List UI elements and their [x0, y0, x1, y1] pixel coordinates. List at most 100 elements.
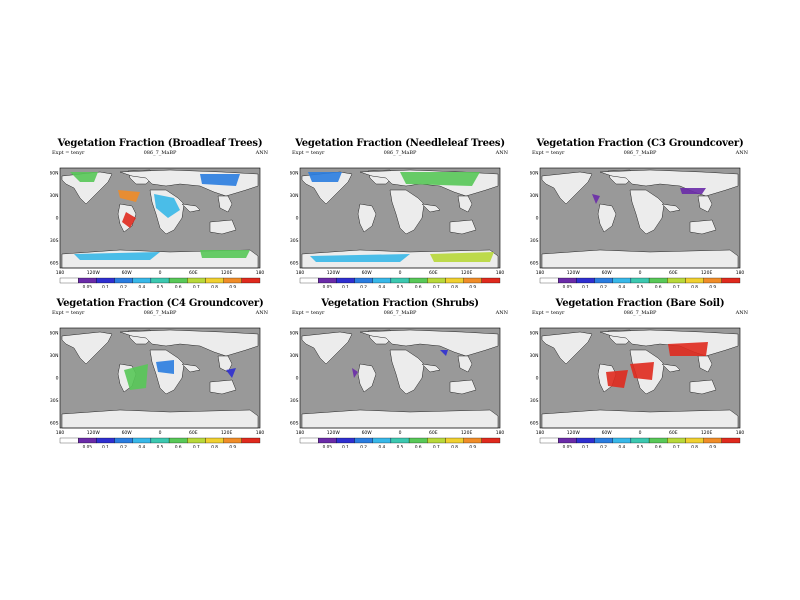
- lon-tick-label: 180: [56, 430, 65, 436]
- colorbar-segment: [685, 277, 704, 284]
- lat-tick-label: 30S: [290, 398, 299, 404]
- vegetation-cell: [70, 172, 98, 182]
- lon-tick-label: 60E: [429, 430, 438, 436]
- colorbar-tick-label: 0.7: [673, 445, 680, 449]
- lon-tick-label: 60E: [189, 270, 198, 276]
- colorbar-segment: [168, 437, 188, 444]
- colorbar-tick-label: 0.2: [600, 285, 607, 289]
- colorbar-tick-label: 0.9: [229, 285, 236, 289]
- vegetation-cell: [122, 212, 136, 228]
- vegetation-cell: [226, 368, 236, 378]
- lon-tick-label: 0: [639, 270, 642, 276]
- colorbar-tick-label: 0.6: [175, 445, 182, 449]
- vegetation-cell: [440, 350, 448, 356]
- vegetation-cell: [200, 174, 240, 186]
- colorbar-segment: [630, 277, 650, 284]
- colorbar-tick-label: 0.6: [415, 285, 422, 289]
- colorbar-segment: [223, 277, 242, 284]
- lon-tick-label: 120E: [461, 270, 473, 276]
- colorbar-segment: [318, 277, 337, 284]
- colorbar-segment: [372, 277, 392, 284]
- colorbar-segment: [132, 277, 152, 284]
- land-mass: [119, 329, 259, 357]
- panel-title: Vegetation Fraction (Shrubs): [321, 298, 479, 309]
- lat-tick-label: 30S: [290, 238, 299, 244]
- vegetation-cell: [606, 370, 628, 388]
- colorbar-segment: [667, 437, 686, 444]
- colorbar-tick-label: 0.8: [691, 445, 698, 449]
- colorbar-segment: [594, 437, 613, 444]
- colorbar-segment: [168, 277, 188, 284]
- colorbar-tick-label: 0.7: [433, 285, 440, 289]
- period-label: ANN: [735, 310, 748, 316]
- colorbar-segment: [187, 277, 206, 284]
- lon-tick-label: 180: [56, 270, 65, 276]
- colorbar-segment: [667, 277, 686, 284]
- colorbar-tick-label: 0.4: [378, 285, 385, 289]
- land-mass: [301, 409, 499, 429]
- colorbar-tick-label: 0.4: [378, 445, 385, 449]
- colorbar-segment: [576, 277, 595, 284]
- colorbar-tick-label: 0.4: [138, 285, 145, 289]
- colorbar-tick-label: 0.05: [323, 445, 333, 449]
- land-mass: [449, 379, 477, 395]
- colorbar-tick-label: 0.6: [415, 445, 422, 449]
- colorbar-segment: [558, 277, 577, 284]
- colorbar-tick-label: 0.2: [360, 285, 367, 289]
- land-mass: [661, 203, 681, 213]
- vegetation-cell: [400, 172, 480, 186]
- panel-c4: Vegetation Fraction (C4 Groundcover) Exp…: [50, 298, 270, 448]
- lat-tick-label: 30N: [530, 193, 539, 199]
- colorbar-tick-label: 0.1: [342, 445, 349, 449]
- colorbar-segment: [390, 277, 410, 284]
- lon-tick-label: 180: [536, 270, 545, 276]
- lon-tick-label: 180: [296, 430, 305, 436]
- map-plot: 60N 30N 0 30S 60S 180 120W 60W 0 60E 120E 180 0.05 0.…: [50, 327, 264, 449]
- colorbar-segment: [539, 277, 559, 284]
- land-mass: [697, 355, 713, 373]
- vegetation-cell: [200, 250, 250, 258]
- colorbar-tick-label: 0.5: [637, 285, 644, 289]
- colorbar-segment: [721, 437, 741, 444]
- colorbar-segment: [427, 437, 446, 444]
- colorbar-tick-label: 0.1: [342, 285, 349, 289]
- lon-tick-label: 60W: [122, 430, 133, 436]
- lat-tick-label: 0: [536, 216, 539, 222]
- colorbar-tick-label: 0.8: [211, 285, 218, 289]
- lon-tick-label: 60W: [362, 270, 373, 276]
- period-label: ANN: [255, 150, 268, 156]
- panel-title: Vegetation Fraction (C3 Groundcover): [536, 138, 744, 149]
- colorbar-segment: [721, 277, 741, 284]
- colorbar-tick-label: 0.05: [83, 445, 93, 449]
- lon-tick-label: 120W: [327, 430, 341, 436]
- colorbar-tick-label: 0.8: [211, 445, 218, 449]
- land-mass: [449, 219, 477, 235]
- colorbar-tick-label: 0.7: [673, 285, 680, 289]
- colorbar-segment: [150, 437, 170, 444]
- colorbar-tick-label: 0.5: [157, 285, 164, 289]
- lat-tick-label: 60N: [530, 171, 539, 177]
- colorbar-segment: [96, 277, 115, 284]
- experiment-label: Expt = tenyr: [52, 150, 85, 156]
- colorbar-segment: [445, 437, 464, 444]
- lon-tick-label: 180: [736, 430, 745, 436]
- colorbar-tick-label: 0.5: [637, 445, 644, 449]
- experiment-label: Expt = tenyr: [292, 150, 325, 156]
- colorbar-segment: [594, 277, 613, 284]
- colorbar-segment: [408, 277, 428, 284]
- land-mass: [541, 331, 593, 365]
- panel-title: Vegetation Fraction (Broadleaf Trees): [57, 138, 263, 149]
- colorbar-segment: [354, 437, 373, 444]
- panel-c3: Vegetation Fraction (C3 Groundcover) Exp…: [530, 138, 750, 288]
- lat-tick-label: 30S: [50, 398, 59, 404]
- land-mass: [629, 189, 665, 235]
- lon-tick-label: 180: [496, 430, 505, 436]
- colorbar-segment: [299, 437, 319, 444]
- colorbar-tick-label: 0.6: [175, 285, 182, 289]
- period-label: ANN: [735, 150, 748, 156]
- colorbar-tick-label: 0.7: [193, 445, 200, 449]
- colorbar-segment: [648, 437, 668, 444]
- vegetation-cell: [154, 194, 180, 218]
- lat-tick-label: 60S: [290, 421, 299, 427]
- lon-tick-label: 60W: [362, 430, 373, 436]
